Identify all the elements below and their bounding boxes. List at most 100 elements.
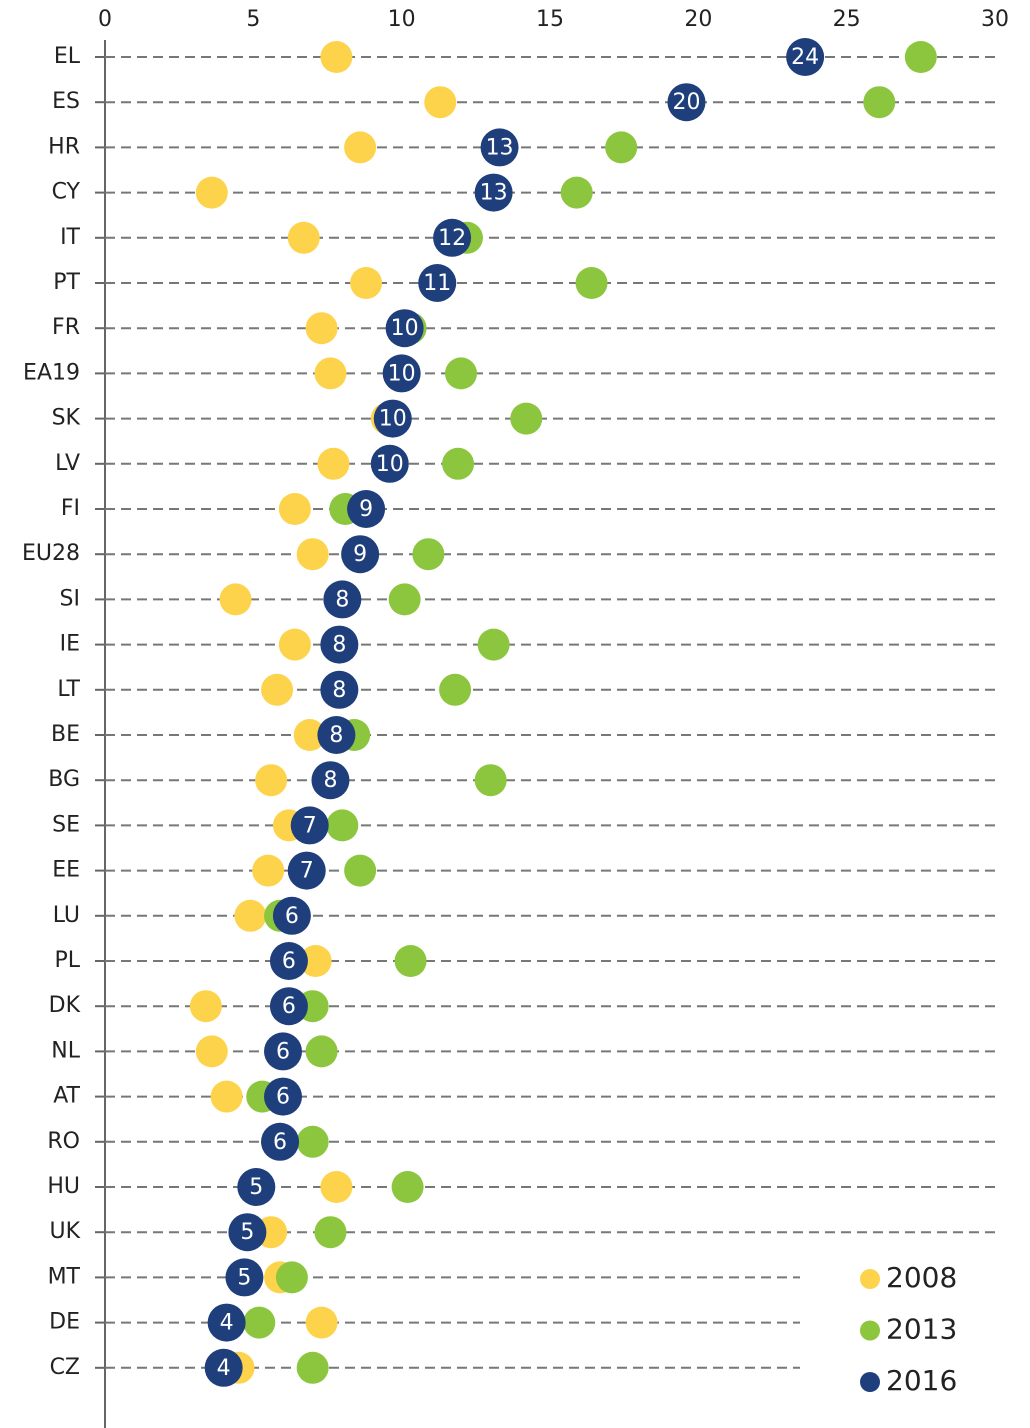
dot [278, 493, 311, 525]
dot [275, 1261, 308, 1294]
category-label: MT [48, 1264, 81, 1289]
dot [560, 176, 593, 209]
data-label: 8 [323, 768, 337, 793]
data-label: 13 [486, 135, 514, 160]
dot [350, 267, 383, 299]
legend-marker [860, 1269, 880, 1289]
data-label: 6 [282, 994, 296, 1019]
data-label: 6 [285, 904, 299, 929]
dot [326, 809, 359, 842]
dot [314, 1216, 347, 1249]
dot [394, 945, 427, 977]
dot [314, 357, 347, 390]
dot [433, 218, 472, 257]
data-label: 8 [332, 678, 346, 703]
dot [317, 447, 350, 480]
dot [299, 945, 332, 977]
dot [344, 131, 377, 164]
dot [320, 625, 359, 664]
dot [210, 1080, 243, 1113]
dot [344, 854, 377, 887]
category-label: PL [54, 948, 80, 973]
data-label: 8 [332, 633, 346, 658]
dot [382, 354, 421, 393]
category-label: UK [49, 1219, 80, 1244]
dot [373, 399, 412, 438]
data-label: 5 [237, 1265, 251, 1290]
dot [255, 764, 288, 797]
x-tick-label: 0 [98, 7, 112, 32]
dot [477, 628, 510, 661]
data-label: 8 [329, 723, 343, 748]
dot [264, 1077, 302, 1116]
category-label: NL [51, 1038, 80, 1063]
dot [204, 1348, 243, 1387]
dot [290, 806, 329, 845]
dot [287, 221, 320, 254]
dot [305, 312, 338, 345]
category-label: EL [54, 44, 81, 69]
legend-marker [860, 1320, 880, 1341]
dot [341, 535, 380, 574]
category-label: RO [47, 1129, 80, 1154]
dot [786, 38, 825, 76]
dot [412, 538, 445, 571]
dot [385, 309, 424, 348]
category-label: DE [49, 1310, 80, 1335]
category-label: EE [52, 858, 80, 883]
data-label: 6 [282, 949, 296, 974]
dot [296, 538, 329, 571]
dot [391, 1171, 424, 1203]
dot [195, 176, 228, 209]
category-label: BG [48, 767, 80, 792]
dot [234, 899, 267, 932]
category-label: SI [60, 586, 80, 611]
dot [228, 1213, 267, 1252]
dot [252, 854, 285, 887]
dot [264, 1032, 302, 1071]
category-label: FI [61, 496, 80, 521]
dot [320, 41, 353, 73]
category-label: BE [51, 722, 80, 747]
category-label: AT [53, 1084, 80, 1109]
data-label: 5 [240, 1220, 254, 1245]
dot [474, 173, 513, 212]
category-label: LV [55, 451, 80, 476]
category-label: SK [52, 406, 81, 431]
category-label: LU [53, 903, 80, 928]
dot [269, 987, 308, 1026]
dot [442, 447, 475, 480]
data-label: 10 [376, 452, 404, 477]
dot [296, 1351, 329, 1384]
category-label: EA19 [23, 360, 80, 385]
data-label: 7 [300, 859, 314, 884]
dot [347, 490, 386, 528]
category-label: FR [52, 315, 80, 340]
legend-label: 2008 [886, 1261, 957, 1294]
category-label: IE [60, 632, 80, 657]
dot [296, 1125, 329, 1158]
x-tick-label: 30 [981, 7, 1009, 32]
dot [424, 86, 457, 119]
dot [863, 86, 896, 119]
dot [278, 628, 311, 661]
dot [605, 131, 638, 164]
data-label: 10 [379, 407, 407, 432]
data-label: 13 [480, 181, 508, 206]
legend-label: 2016 [886, 1364, 957, 1397]
dot [305, 1035, 338, 1068]
data-label: 10 [391, 316, 419, 341]
dot [287, 851, 326, 890]
dot [225, 1258, 264, 1297]
dot [510, 402, 543, 435]
dot [207, 1303, 246, 1342]
dot [904, 41, 937, 73]
dot [323, 580, 362, 619]
dot [219, 583, 252, 616]
dot [293, 719, 326, 751]
dot [320, 670, 359, 709]
dot [320, 1171, 353, 1203]
dot [305, 1306, 338, 1339]
x-tick-label: 15 [536, 7, 564, 32]
data-label: 6 [276, 1085, 290, 1110]
